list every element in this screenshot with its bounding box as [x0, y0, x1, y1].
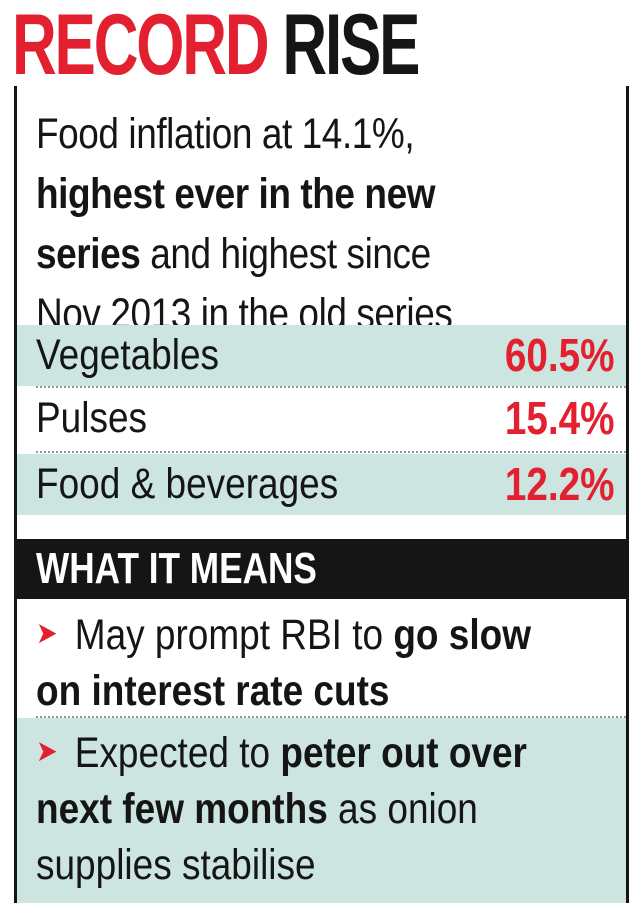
- intro-bold-1: highest ever in the new: [36, 170, 436, 218]
- section-header: WHAT IT MEANS: [17, 539, 626, 599]
- stat-label: Vegetables: [36, 331, 220, 379]
- stat-row-pulses: Pulses 15.4%: [17, 388, 626, 449]
- intro-line-3: series and highest since: [36, 224, 543, 284]
- divider: [36, 716, 626, 718]
- bullet-line: next few months as onion: [36, 781, 586, 837]
- bullet-item-onion: ➤ Expected to peter out over next few mo…: [17, 718, 626, 903]
- bullet-text-bold: on interest rate cuts: [36, 667, 390, 715]
- bullet-text-bold: peter out over: [280, 729, 527, 777]
- stat-label: Pulses: [36, 394, 148, 442]
- stat-row-vegetables: Vegetables 60.5%: [17, 325, 626, 386]
- bullet-text-plain: as onion: [327, 785, 478, 833]
- intro-paragraph: Food inflation at 14.1%, highest ever in…: [36, 104, 626, 344]
- arrow-icon: ➤: [36, 617, 58, 650]
- intro-line-3-rest: and highest since: [140, 230, 431, 278]
- bullet-text-bold: go slow: [393, 611, 531, 659]
- content-box: [14, 86, 629, 903]
- stat-value: 60.5%: [504, 329, 614, 381]
- stat-label: Food & beverages: [36, 460, 339, 508]
- intro-line-2: highest ever in the new: [36, 164, 543, 224]
- bullet-text-plain: Expected to: [64, 729, 281, 777]
- arrow-icon: ➤: [36, 735, 58, 768]
- bullet-item-rbi: ➤ May prompt RBI to go slow on interest …: [17, 600, 626, 717]
- headline: RECORD RISE: [12, 2, 420, 88]
- bullet-text: ➤ Expected to peter out over next few mo…: [36, 724, 586, 893]
- intro-bold-2: series: [36, 230, 141, 278]
- bullet-line: ➤ Expected to peter out over: [36, 724, 586, 781]
- bullet-text: ➤ May prompt RBI to go slow on interest …: [36, 606, 586, 719]
- bullet-line: on interest rate cuts: [36, 663, 586, 719]
- divider: [36, 386, 626, 388]
- headline-rise: RISE: [282, 0, 420, 93]
- stat-value: 15.4%: [504, 392, 614, 444]
- stat-value: 12.2%: [504, 458, 614, 510]
- bullet-text-plain: May prompt RBI to: [64, 611, 394, 659]
- stat-row-food-beverages: Food & beverages 12.2%: [17, 454, 626, 515]
- bullet-line: supplies stabilise: [36, 841, 316, 889]
- divider: [36, 451, 626, 453]
- bullet-line: ➤ May prompt RBI to go slow: [36, 606, 586, 663]
- intro-line-1: Food inflation at 14.1%,: [36, 110, 415, 158]
- headline-record: RECORD: [12, 0, 270, 93]
- bullet-text-bold: next few months: [36, 785, 328, 833]
- section-header-text: WHAT IT MEANS: [36, 544, 317, 593]
